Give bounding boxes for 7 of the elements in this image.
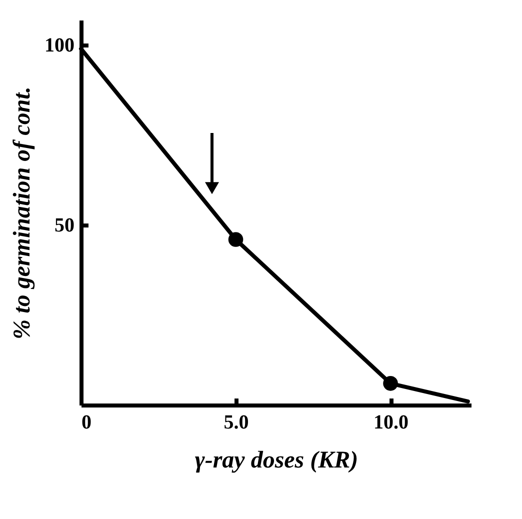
- x-tick-label: 0: [82, 412, 92, 434]
- x-tick-label: 10.0: [374, 412, 409, 434]
- x-axis-title: γ-ray doses (KR): [194, 448, 358, 474]
- x-tick-label: 5.0: [224, 412, 249, 434]
- y-tick-label: 100: [44, 34, 74, 57]
- y-tick-label: 50: [54, 214, 74, 237]
- y-axis-title: % to germination of cont.: [10, 86, 36, 340]
